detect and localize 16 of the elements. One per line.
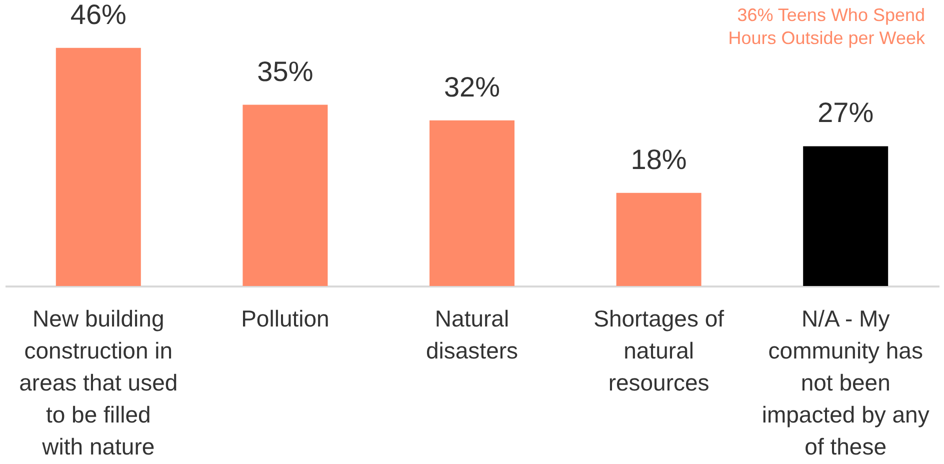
- x-tick-label: N/A - My community has not been impacted by any of these: [762, 306, 930, 460]
- data-label: 32%: [444, 71, 500, 102]
- bar: [56, 48, 141, 286]
- data-label: 18%: [630, 144, 687, 175]
- x-tick-label: Natural disasters: [426, 306, 518, 364]
- bar: [242, 104, 328, 286]
- bar: [430, 120, 514, 286]
- x-tick-label: Shortages of natural resources: [594, 306, 725, 396]
- annotation: 36% Teens Who Spend Hours Outside per Week: [728, 5, 926, 48]
- data-label: 27%: [818, 97, 874, 128]
- bar: [616, 192, 702, 286]
- data-label: 35%: [257, 56, 314, 87]
- x-tick-label: Pollution: [241, 306, 330, 332]
- x-tick-label: New building construction in areas that used to be filled with nature: [19, 306, 178, 460]
- data-label: 46%: [70, 0, 126, 30]
- bar: [803, 146, 888, 286]
